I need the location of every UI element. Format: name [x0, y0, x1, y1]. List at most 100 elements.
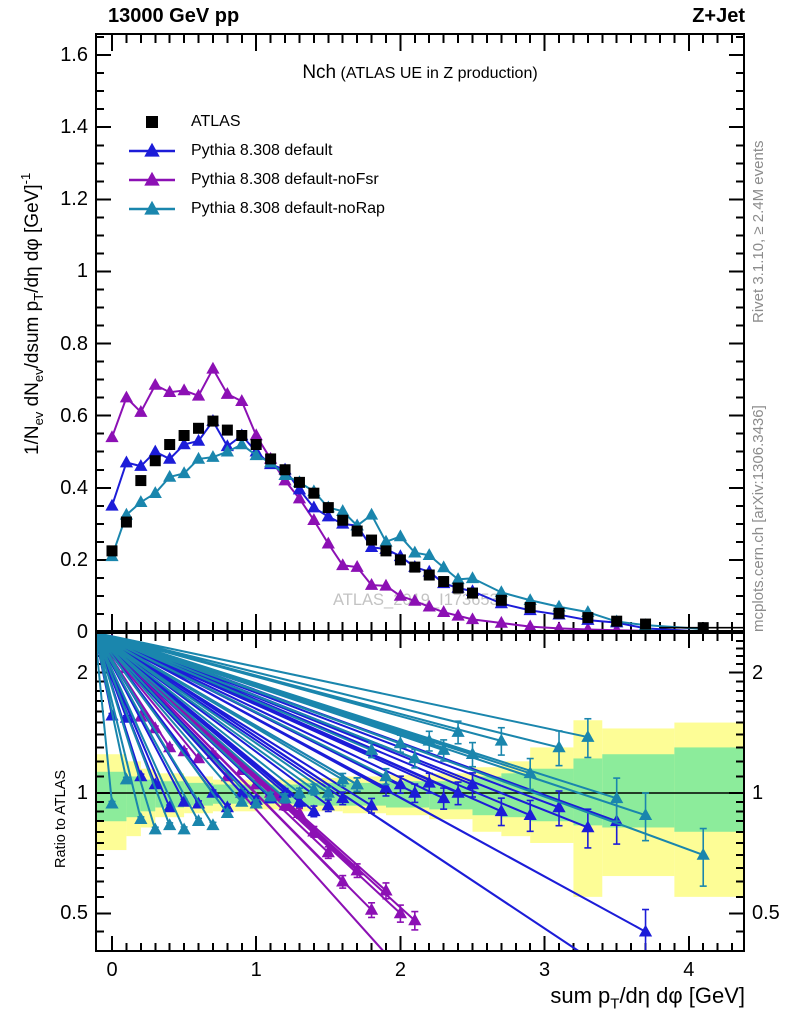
pythia-default-nofsr-marker [364, 578, 379, 590]
x-tick-label: 3 [539, 959, 551, 981]
ratio-plot-canvas [95, 632, 745, 952]
pythia-default-marker [307, 500, 321, 513]
atlas-marker [495, 594, 507, 606]
pythia-default-norap-legend-marker [144, 200, 160, 215]
pythia-default-nofsr-ratio-marker [191, 751, 206, 764]
pythia-default-ratio-marker [494, 804, 508, 817]
pythia-default-nofsr-marker [523, 619, 537, 632]
pythia-default-ratio-marker [638, 924, 653, 937]
atlas-marker [524, 601, 536, 613]
ratio-plot-area [95, 632, 745, 952]
pythia-default-nofsr-marker [393, 588, 408, 601]
ratio-y-axis-title: Ratio to ATLAS [53, 770, 69, 868]
process-label: Z+Jet [692, 5, 745, 27]
pythia-default-ratio-marker [148, 777, 162, 790]
main-y-axis-title: 1/Nev dNev/dsum pT/dη dφ [GeV]-1 [18, 173, 46, 455]
pythia-default-norap-marker [451, 572, 465, 585]
pythia-default-nofsr-marker [177, 383, 191, 396]
ratio-y-tick-label: 2 [76, 661, 88, 684]
pythia-default-norap-ratio-marker [249, 796, 263, 809]
atlas-square-marker-icon [146, 115, 158, 128]
uncertainty-band-inner [602, 754, 675, 828]
pythia-default-norap-ratio-marker [220, 806, 234, 819]
pythia-default-ratio-marker [408, 785, 422, 798]
main-y-tick-label: 1 [76, 260, 88, 283]
atlas-marker [221, 424, 233, 436]
pythia-default-nofsr-marker [422, 599, 436, 612]
pythia-default-marker [119, 455, 134, 468]
atlas-marker [265, 453, 277, 465]
pythia-default-marker [364, 540, 379, 553]
pythia-default-nofsr-marker [292, 491, 307, 504]
pythia-default-nofsr-ratio-marker [206, 747, 220, 760]
pythia-default-nofsr-marker [350, 560, 364, 572]
pythia-default-nofsr-ratio-marker [278, 798, 292, 811]
atlas-marker [279, 464, 291, 476]
svg-text:1/Nev dNev/dsum pT/dη dφ [GeV: 1/Nev dNev/dsum pT/dη dφ [GeV]-1 [18, 173, 46, 455]
pythia-default-ratio-marker [552, 800, 566, 813]
main-plot-panel: ATLAS_2019_I1736531 [95, 33, 745, 632]
main-y-tick-label: 1.4 [60, 116, 88, 139]
main-y-tick-label: 0.4 [60, 476, 88, 499]
pythia-default-nofsr-marker [249, 428, 263, 441]
atlas-marker [178, 430, 190, 442]
pythia-default-norap-triangle-marker-icon [129, 200, 175, 215]
pythia-default-nofsr-marker [119, 390, 134, 403]
mcplots-reference-note: mcplots.cern.ch [arXiv:1306.3436] [750, 405, 767, 632]
pythia-default-triangle-marker-icon [129, 142, 175, 157]
pythia-default-norap-marker [134, 495, 148, 507]
legend-item-pythia-default: Pythia 8.308 default [127, 136, 385, 165]
main-y-tick-label: 0.8 [60, 332, 88, 355]
x-tick-label: 0 [106, 959, 118, 981]
x-axis-title: sum pT/dη dφ [GeV] [550, 983, 745, 1013]
legend-item-pythia-default-nofsr: Pythia 8.308 default-noFsr [127, 165, 385, 194]
pythia-default-marker [148, 444, 162, 457]
pythia-default-marker [134, 459, 148, 471]
pythia-default-norap-marker [177, 466, 191, 479]
atlas-marker [640, 618, 652, 630]
atlas-marker [250, 439, 262, 451]
pythia-default-norap-marker [437, 560, 451, 573]
pythia-default-nofsr-marker [163, 385, 177, 398]
legend-item-pythia-default-norap: Pythia 8.308 default-noRap [127, 194, 385, 223]
atlas-marker [409, 561, 421, 573]
pythia-default-norap-ratio-marker [696, 847, 710, 860]
atlas-marker [423, 569, 435, 581]
atlas-marker [351, 525, 363, 537]
legend-label: ATLAS [191, 112, 241, 130]
ratio-y-tick-label-right: 1 [752, 782, 764, 804]
pythia-default-nofsr-marker [220, 386, 234, 399]
atlas-marker [467, 587, 478, 599]
pythia-default-norap-marker [408, 545, 422, 558]
pythia-default-norap-marker [191, 451, 206, 464]
atlas-marker [452, 582, 464, 594]
plot-title: Nch (ATLAS UE in Z production) [220, 62, 620, 84]
pythia-default-legend-marker [144, 142, 160, 157]
atlas-marker [207, 415, 219, 427]
pythia-default-ratio-marker [336, 791, 350, 804]
atlas-marker [293, 476, 305, 488]
atlas-marker [553, 607, 565, 619]
ratio-y-tick-label-right: 0.5 [752, 902, 780, 925]
pythia-default-norap-ratio-marker [379, 769, 393, 782]
pythia-default-norap-ratio-marker [552, 740, 566, 753]
ratio-plot-panel [95, 632, 745, 952]
main-y-tick-label: 1.2 [60, 188, 88, 211]
pythia-default-nofsr-ratio-marker [307, 824, 321, 837]
atlas-marker [308, 487, 320, 499]
pythia-default-nofsr-marker [451, 608, 465, 621]
atlas-marker [120, 516, 132, 528]
pythia-default-norap-ratio-marker [235, 794, 249, 807]
pythia-default-ratio-marker [307, 804, 321, 817]
rivet-version-note: Rivet 3.1.10, ≥ 2.4M events [750, 140, 767, 324]
pythia-default-ratio-marker [451, 785, 465, 798]
pythia-default-norap-ratio-marker [148, 822, 162, 835]
pythia-default-norap-marker [494, 585, 508, 598]
ratio-panel-frame [95, 632, 745, 952]
pythia-default-ratio-marker [437, 791, 451, 804]
atlas-marker [236, 430, 248, 442]
legend-item-atlas: ATLAS [127, 107, 385, 136]
pythia-default-ratio-marker [321, 798, 335, 811]
pythia-default-norap-ratio-marker [581, 729, 595, 742]
pythia-default-norap-ratio-marker [610, 791, 624, 804]
